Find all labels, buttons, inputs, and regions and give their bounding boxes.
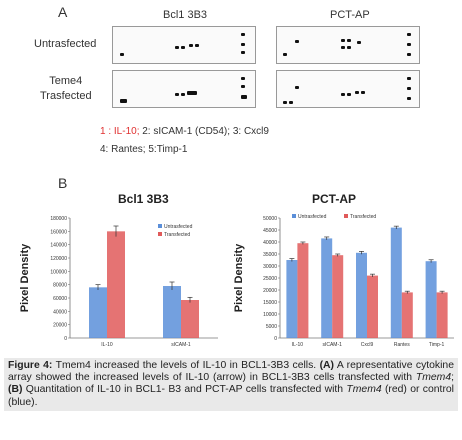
figure-caption: Figure 4: Tmem4 increased the levels of … (4, 358, 458, 411)
chart-2-category-label: sICAM-1 (322, 342, 342, 348)
legend-others: 2: sICAM-1 (CD54); 3: Cxcl9 (142, 126, 269, 137)
chart-2-bar (356, 252, 367, 338)
row-label-untransfected: Untrasfected (34, 38, 97, 50)
caption-text-4: Quantitation of IL-10 in BCL1- B3 and PC… (22, 384, 347, 396)
chart-2-category-label: Timp-1 (429, 342, 445, 348)
chart-2-ytick-label: 35000 (263, 252, 277, 258)
chart-1-ytick-label: 60000 (53, 296, 67, 302)
chart-1-category-label: IL-10 (101, 342, 113, 348)
chart-2-ytick-label: 40000 (263, 240, 277, 246)
chart-2-bar (401, 292, 413, 338)
column-head-pctap: PCT-AP (330, 9, 370, 21)
caption-gene-2: Tmem4 (346, 384, 382, 396)
chart-1-ylabel: Pixel Density (19, 243, 31, 312)
chart-2-bar (332, 255, 344, 338)
chart-1-ytick-label: 180000 (50, 216, 67, 222)
chart-2-category-label: Rantes (394, 342, 410, 348)
chart-1-legend-swatch (158, 232, 162, 236)
chart-2-title: PCT-AP (312, 192, 357, 206)
panel-a-letter: A (58, 4, 68, 20)
chart-1-legend-label: Transfected (164, 232, 190, 238)
chart-2-category-label: Cxcl9 (361, 342, 374, 348)
chart-1-ytick-label: 80000 (53, 283, 67, 289)
chart-pctap: Pixel Density 0 5000 10000 15000 20000 25000 30… (233, 214, 454, 348)
chart-2-legend-label: Transfected (350, 214, 376, 220)
chart-2-ytick-label: 50000 (263, 216, 277, 222)
chart-1-bar (181, 300, 199, 338)
chart-1-ytick-label: 120000 (50, 256, 67, 262)
chart-2-bar (436, 292, 448, 338)
caption-panel-b: (B) (8, 384, 23, 396)
chart-2-ytick-label: 15000 (263, 300, 277, 306)
caption-label: Figure 4: (8, 360, 53, 371)
chart-1-ytick-label: 20000 (53, 323, 67, 329)
chart-1-ytick-label: 100000 (50, 269, 67, 275)
cytokine-legend-line-2: 4: Rantes; 5:Timp-1 (100, 144, 188, 155)
blot-pctap-transfected (276, 70, 420, 108)
chart-1-ytick-label: 160000 (50, 229, 67, 235)
chart-2-bar (425, 261, 437, 338)
chart-2-legend-swatch (292, 214, 296, 218)
chart-1-bar (163, 286, 181, 338)
blot-bcl1-transfected (112, 70, 256, 108)
chart-2-bar (321, 238, 333, 338)
chart-2-bar (297, 243, 309, 338)
cytokine-legend-line-1: 1 : IL-10; 2: sICAM-1 (CD54); 3: Cxcl9 (100, 126, 269, 137)
chart-2-ytick-label: 5000 (266, 324, 277, 330)
chart-2-bar (286, 260, 298, 338)
chart-1-bar (107, 231, 125, 338)
caption-text-5: (red) or control (blue). (8, 384, 454, 408)
chart-1-legend-swatch (158, 224, 162, 228)
chart-2-ytick-label: 45000 (263, 228, 277, 234)
chart-2-legend-swatch (344, 214, 348, 218)
panel-b-letter: B (58, 175, 68, 191)
row-label-transfected: Teme4 Trasfected (40, 75, 92, 102)
chart-2-ytick-label: 10000 (263, 312, 277, 318)
chart-1-title: Bcl1 3B3 (118, 192, 169, 206)
caption-text-2: A representative cytokine array showed t… (8, 360, 454, 384)
blot-pctap-untransfected (276, 26, 420, 64)
chart-1-ytick-label: 40000 (53, 309, 67, 315)
chart-2-bar (367, 275, 378, 338)
caption-panel-a: (A) (319, 360, 335, 371)
chart-bcl1: Pixel Density 0 20000 40000 60000 80000 100000… (19, 216, 218, 348)
caption-gene-1: Tmem4 (415, 372, 452, 384)
chart-2-legend-label: Untrasfected (298, 214, 327, 220)
caption-text-1: Tmem4 increased the levels of IL-10 in B… (52, 360, 320, 371)
chart-2-ytick-label: 25000 (263, 276, 277, 282)
chart-1-bar (89, 287, 107, 338)
chart-2-category-label: IL-10 (292, 342, 304, 348)
column-head-bcl1: Bcl1 3B3 (163, 9, 208, 21)
chart-1-ytick-label: 0 (64, 336, 67, 342)
chart-2-ytick-label: 0 (274, 336, 277, 342)
chart-1-ytick-label: 140000 (50, 243, 67, 249)
chart-2-ylabel: Pixel Density (233, 243, 245, 312)
legend-il10: 1 : IL-10; (100, 126, 140, 137)
chart-2-ytick-label: 30000 (263, 264, 277, 270)
chart-2-ytick-label: 20000 (263, 288, 277, 294)
blot-bcl1-untransfected (112, 26, 256, 64)
chart-2-bar (390, 227, 402, 338)
chart-1-legend-label: Untrasfected (164, 224, 193, 230)
caption-text-3: ; (451, 372, 454, 384)
chart-1-category-label: sICAM-1 (171, 342, 191, 348)
